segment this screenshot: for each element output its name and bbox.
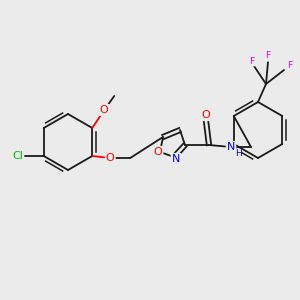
Text: O: O	[154, 147, 162, 157]
Text: F: F	[287, 61, 292, 70]
Text: O: O	[202, 110, 210, 120]
Text: O: O	[106, 153, 115, 163]
Text: N: N	[172, 154, 180, 164]
Text: H: H	[235, 149, 242, 158]
Text: N: N	[227, 142, 235, 152]
Text: F: F	[249, 56, 255, 65]
Text: F: F	[266, 52, 271, 61]
Text: Cl: Cl	[12, 151, 23, 161]
Text: O: O	[100, 105, 109, 115]
